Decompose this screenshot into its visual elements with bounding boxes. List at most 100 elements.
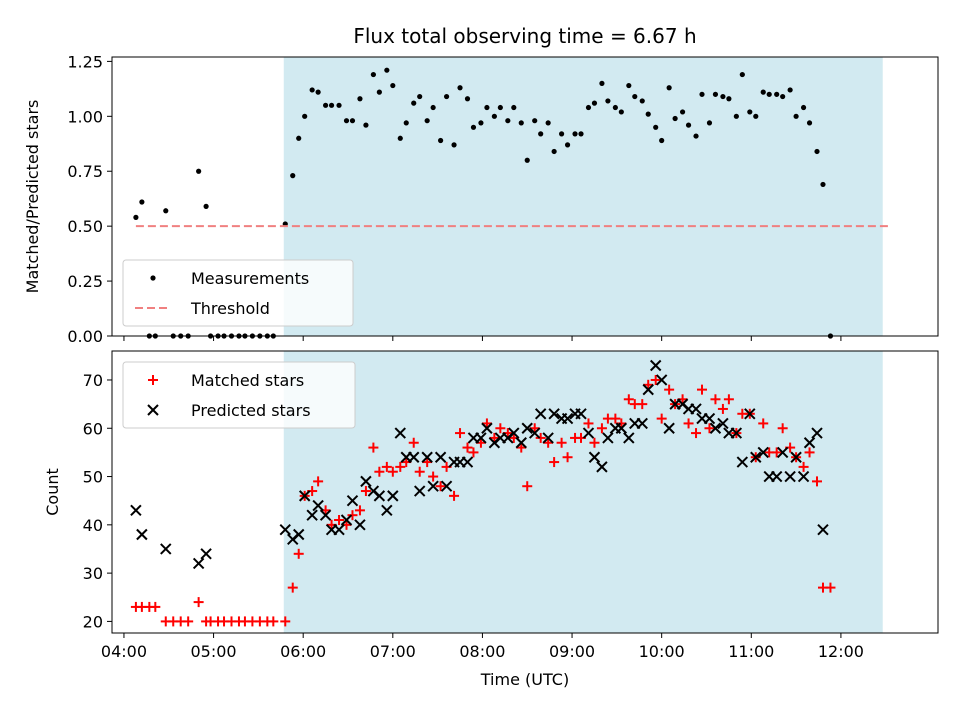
data-point <box>703 412 716 425</box>
data-point <box>430 104 436 111</box>
data-point <box>417 93 423 100</box>
data-point <box>535 432 546 443</box>
data-point <box>390 82 396 89</box>
data-point <box>328 102 335 108</box>
data-point <box>296 135 302 141</box>
data-point <box>564 142 571 148</box>
data-point <box>287 582 298 593</box>
data-point <box>548 408 560 420</box>
data-point <box>309 87 315 93</box>
x-tick-label: 04:00 <box>101 642 147 661</box>
x-tick-label: 08:00 <box>459 642 505 661</box>
data-point <box>585 104 592 111</box>
data-point <box>293 548 304 559</box>
data-point <box>704 423 715 434</box>
y-tick-label: 0.50 <box>67 217 103 236</box>
data-point <box>293 528 305 541</box>
data-point <box>336 102 342 108</box>
data-point <box>663 422 675 434</box>
data-point <box>543 437 554 448</box>
data-point <box>723 394 734 405</box>
data-point <box>413 485 426 497</box>
data-point <box>354 519 366 531</box>
data-point <box>787 87 793 93</box>
data-point <box>139 199 145 205</box>
data-point <box>363 122 369 128</box>
data-point <box>561 412 574 425</box>
data-point <box>572 131 578 137</box>
data-point <box>394 427 406 439</box>
data-point <box>484 104 490 111</box>
data-point <box>280 616 291 627</box>
legend-label: Threshold <box>190 299 270 318</box>
data-point <box>602 432 614 444</box>
y-axis-label: Count <box>43 468 62 516</box>
data-point <box>538 131 544 137</box>
y-tick-label: 1.25 <box>67 52 103 71</box>
data-point <box>656 413 667 424</box>
data-point <box>758 418 769 429</box>
data-point <box>196 168 202 174</box>
data-point <box>770 470 783 483</box>
data-point <box>200 548 212 560</box>
data-point <box>464 96 471 102</box>
data-point <box>381 461 392 472</box>
data-point <box>637 399 648 410</box>
data-point <box>753 113 759 119</box>
data-point <box>582 427 595 439</box>
data-point <box>659 137 665 144</box>
data-point <box>706 120 713 126</box>
data-point <box>750 451 762 463</box>
data-point <box>397 135 403 141</box>
data-point <box>387 466 398 477</box>
data-point <box>784 470 796 483</box>
data-point <box>777 423 788 434</box>
data-point <box>150 601 161 612</box>
chart-title: Flux total observing time = 6.67 h <box>353 24 696 48</box>
data-point <box>591 100 598 106</box>
data-point <box>780 93 786 100</box>
data-point <box>806 120 813 126</box>
data-point <box>529 423 540 434</box>
data-point <box>521 422 533 434</box>
data-point <box>518 120 524 126</box>
data-point <box>347 510 358 521</box>
data-point <box>771 447 782 458</box>
data-point <box>373 490 386 502</box>
data-point <box>666 85 672 91</box>
x-tick-label: 11:00 <box>728 642 774 661</box>
data-point <box>516 442 527 453</box>
data-point <box>370 71 376 78</box>
data-point <box>333 523 345 536</box>
legend: Matched stars Predicted stars <box>122 361 356 429</box>
data-point <box>481 418 492 429</box>
data-point <box>534 408 547 420</box>
data-point <box>811 427 823 439</box>
data-point <box>736 456 749 468</box>
data-point <box>340 514 353 526</box>
data-point <box>489 432 500 443</box>
x-tick-label: 10:00 <box>639 642 685 661</box>
data-point <box>685 122 692 128</box>
data-point <box>691 428 702 439</box>
data-point <box>642 383 654 396</box>
data-point <box>376 89 382 95</box>
data-point <box>683 418 694 429</box>
data-point <box>440 480 453 492</box>
data-point <box>508 427 520 439</box>
legend-label: Predicted stars <box>191 401 311 420</box>
data-point <box>575 408 587 420</box>
data-point <box>403 120 409 126</box>
series-0 <box>133 67 834 339</box>
legend: Measurements Threshold <box>122 259 354 327</box>
data-point <box>800 104 807 111</box>
data-point <box>384 67 390 73</box>
x-tick-label: 09:00 <box>549 642 595 661</box>
y-tick-label: 60 <box>83 419 103 438</box>
data-point <box>203 203 209 209</box>
y-tick-label: 0.00 <box>67 327 103 346</box>
data-point <box>455 428 466 439</box>
data-point <box>529 427 541 439</box>
data-point <box>605 98 611 104</box>
